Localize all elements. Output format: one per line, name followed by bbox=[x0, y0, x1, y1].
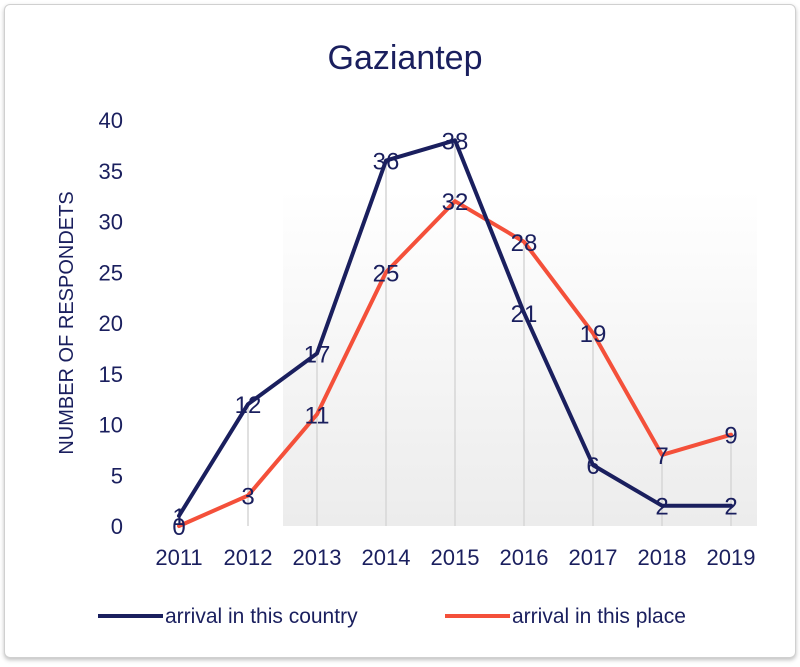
data-label: 2 bbox=[655, 494, 668, 521]
data-label: 7 bbox=[655, 443, 668, 470]
plot-background bbox=[283, 190, 757, 526]
legend-label-arrival-place: arrival in this place bbox=[512, 605, 686, 628]
y-tick-label: 10 bbox=[99, 413, 123, 438]
x-tick-label: 2016 bbox=[500, 545, 549, 570]
y-tick-label: 0 bbox=[111, 514, 123, 539]
data-label: 6 bbox=[586, 453, 599, 480]
y-tick-label: 25 bbox=[99, 260, 123, 285]
data-label: 36 bbox=[373, 149, 400, 176]
data-label: 2 bbox=[724, 494, 737, 521]
drop-lines bbox=[178, 140, 732, 526]
series-lines bbox=[177, 138, 733, 528]
series-line bbox=[177, 199, 733, 528]
x-tick-label: 2011 bbox=[155, 545, 202, 570]
data-label: 3 bbox=[241, 484, 254, 511]
y-tick-label: 5 bbox=[111, 463, 123, 488]
data-labels: 1 12 17 36 38 21 6 2 2 0 3 11 25 32 28 19 7 9 bbox=[172, 128, 737, 541]
x-tick-label: 2019 bbox=[707, 545, 756, 570]
y-ticks: 0 5 10 15 20 25 30 35 40 bbox=[99, 108, 123, 539]
y-tick-label: 20 bbox=[99, 311, 123, 336]
data-label: 38 bbox=[442, 128, 469, 155]
chart-frame: Gaziantep NUMBER OF RESPONDETS 0 5 10 15 20 2… bbox=[4, 4, 796, 658]
data-label: 21 bbox=[511, 301, 538, 328]
x-ticks: 2011 2012 2013 2014 2015 2016 2017 2018 2019 bbox=[155, 545, 755, 570]
line-chart: Gaziantep NUMBER OF RESPONDETS 051015202… bbox=[56, 39, 757, 628]
data-label: 11 bbox=[305, 402, 330, 429]
y-tick-label: 30 bbox=[99, 210, 123, 235]
legend: arrival in this country arrival in this … bbox=[98, 605, 686, 628]
data-label: 17 bbox=[304, 341, 331, 368]
x-tick-label: 2018 bbox=[638, 545, 687, 570]
y-tick-label: 35 bbox=[99, 159, 123, 184]
y-tick-label: 40 bbox=[99, 108, 123, 133]
series-line bbox=[177, 138, 733, 518]
y-axis-label: NUMBER OF RESPONDETS bbox=[56, 191, 78, 454]
x-tick-label: 2013 bbox=[293, 545, 342, 570]
y-tick-label: 15 bbox=[99, 362, 123, 387]
data-label: 0 bbox=[172, 514, 185, 541]
x-tick-label: 2015 bbox=[431, 545, 480, 570]
data-label: 19 bbox=[580, 321, 607, 348]
data-label: 9 bbox=[724, 423, 737, 450]
data-label: 1 bbox=[172, 504, 185, 531]
legend-label-arrival-country: arrival in this country bbox=[165, 605, 358, 628]
x-tick-label: 2014 bbox=[362, 545, 411, 570]
data-label: 25 bbox=[373, 260, 400, 287]
data-label: 28 bbox=[511, 230, 538, 257]
x-tick-label: 2017 bbox=[569, 545, 618, 570]
chart-title: Gaziantep bbox=[328, 39, 483, 77]
data-label: 12 bbox=[235, 392, 262, 419]
data-label: 32 bbox=[442, 189, 469, 216]
x-tick-label: 2012 bbox=[224, 545, 273, 570]
